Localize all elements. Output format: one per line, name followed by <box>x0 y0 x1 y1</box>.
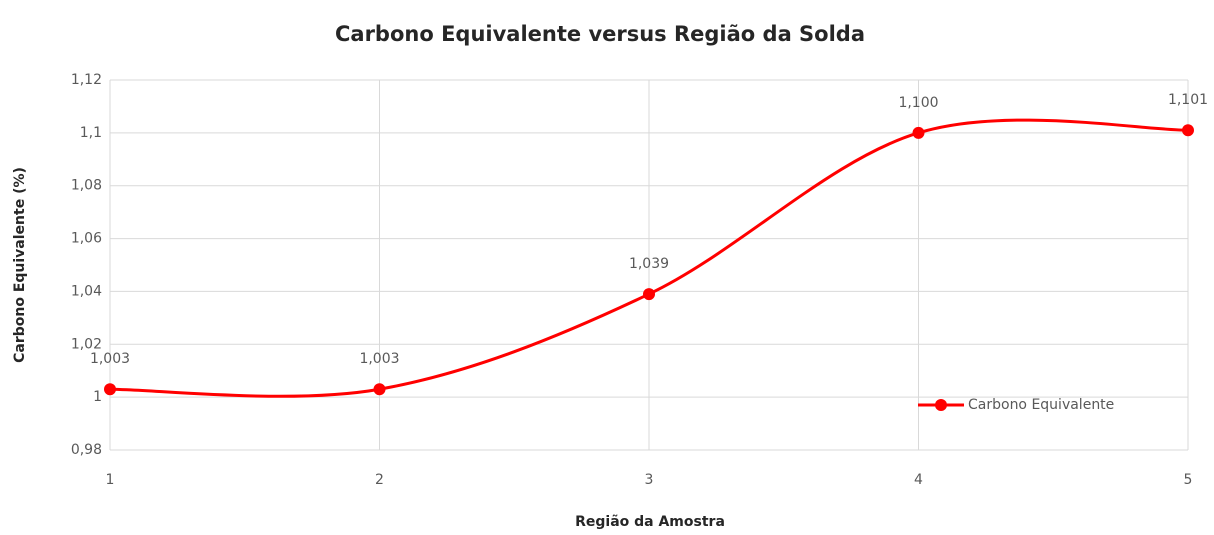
chart-title: Carbono Equivalente versus Região da Sol… <box>335 22 865 46</box>
data-label: 1,003 <box>90 351 130 367</box>
data-point <box>104 383 116 396</box>
data-label: 1,101 <box>1168 92 1208 108</box>
x-axis-title: Região da Amostra <box>575 514 725 530</box>
x-tick-label: 2 <box>375 472 384 488</box>
legend-marker <box>935 399 947 411</box>
data-point <box>373 383 386 396</box>
data-label: 1,039 <box>629 256 669 272</box>
x-tick-label: 3 <box>645 472 654 488</box>
y-tick-label: 1 <box>93 389 102 405</box>
x-tick-label: 1 <box>106 472 115 488</box>
y-tick-label: 1,12 <box>71 72 102 88</box>
y-tick-label: 1,08 <box>71 178 102 194</box>
x-tick-label: 4 <box>914 472 923 488</box>
data-label: 1,003 <box>359 351 399 367</box>
y-tick-label: 1,06 <box>71 231 102 247</box>
legend-label: Carbono Equivalente <box>968 397 1114 413</box>
data-label: 1,100 <box>898 95 938 111</box>
y-axis-title: Carbono Equivalente (%) <box>12 167 28 363</box>
y-tick-label: 1,04 <box>71 283 102 299</box>
y-tick-label: 1,1 <box>80 125 102 141</box>
x-tick-label: 5 <box>1184 472 1193 488</box>
data-point <box>643 288 655 301</box>
data-point <box>1182 124 1194 137</box>
y-tick-label: 1,02 <box>71 336 102 352</box>
y-tick-label: 0,98 <box>71 442 102 458</box>
data-point <box>912 126 925 139</box>
